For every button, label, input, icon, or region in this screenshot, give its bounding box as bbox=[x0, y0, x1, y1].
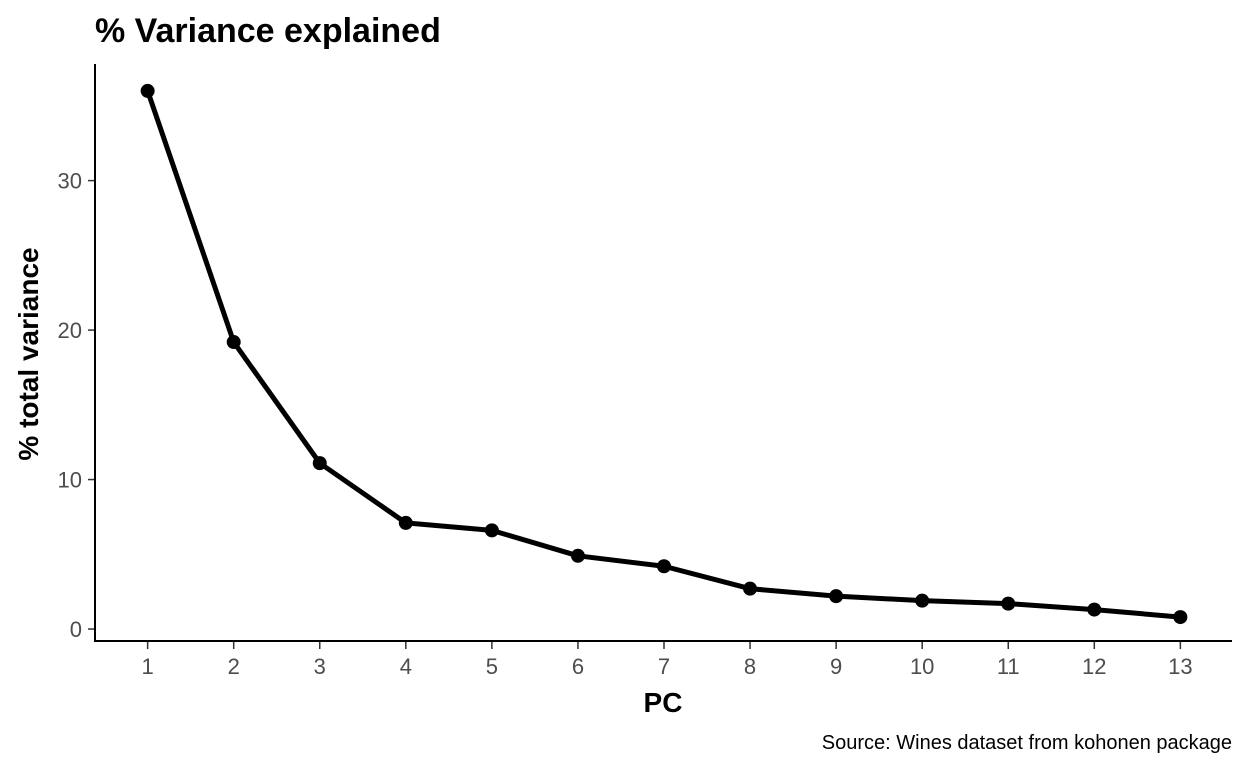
x-tick-label: 10 bbox=[910, 654, 934, 679]
y-tick-label: 30 bbox=[58, 169, 82, 194]
chart-caption: Source: Wines dataset from kohonen packa… bbox=[822, 732, 1232, 754]
data-point-pc-11 bbox=[1001, 596, 1016, 611]
x-axis-ticks: 1 2 3 4 5 6 7 8 9 10 11 12 13 bbox=[142, 642, 1193, 679]
data-point-pc-3 bbox=[312, 456, 327, 471]
x-axis-title: PC bbox=[644, 687, 683, 718]
chart-title: % Variance explained bbox=[95, 12, 441, 50]
data-point-pc-2 bbox=[226, 335, 241, 350]
x-tick-label: 1 bbox=[142, 654, 154, 679]
x-tick-label: 5 bbox=[486, 654, 498, 679]
y-tick-label: 10 bbox=[58, 468, 82, 493]
data-point-pc-8 bbox=[743, 581, 758, 596]
data-points bbox=[140, 83, 1188, 625]
x-tick-label: 12 bbox=[1082, 654, 1106, 679]
data-point-pc-4 bbox=[398, 515, 413, 530]
data-point-pc-10 bbox=[915, 593, 930, 608]
data-point-pc-12 bbox=[1087, 602, 1102, 617]
x-tick-label: 6 bbox=[572, 654, 584, 679]
data-point-pc-1 bbox=[140, 83, 155, 98]
y-tick-label: 20 bbox=[58, 318, 82, 343]
x-tick-label: 4 bbox=[400, 654, 412, 679]
variance-series-line bbox=[145, 88, 1183, 620]
x-tick-label: 7 bbox=[658, 654, 670, 679]
y-tick-label: 0 bbox=[70, 617, 82, 642]
x-tick-label: 2 bbox=[228, 654, 240, 679]
x-tick-label: 9 bbox=[830, 654, 842, 679]
x-tick-label: 13 bbox=[1168, 654, 1192, 679]
data-point-pc-6 bbox=[570, 548, 585, 563]
data-point-pc-5 bbox=[484, 523, 499, 538]
x-tick-label: 3 bbox=[314, 654, 326, 679]
x-tick-label: 11 bbox=[997, 654, 1020, 679]
x-tick-label: 8 bbox=[744, 654, 756, 679]
data-point-pc-9 bbox=[829, 589, 844, 604]
data-point-pc-7 bbox=[657, 559, 671, 574]
y-axis-title: % total variance bbox=[13, 247, 44, 460]
data-point-pc-13 bbox=[1173, 610, 1188, 625]
y-axis-ticks: 0 10 20 30 bbox=[58, 169, 95, 642]
